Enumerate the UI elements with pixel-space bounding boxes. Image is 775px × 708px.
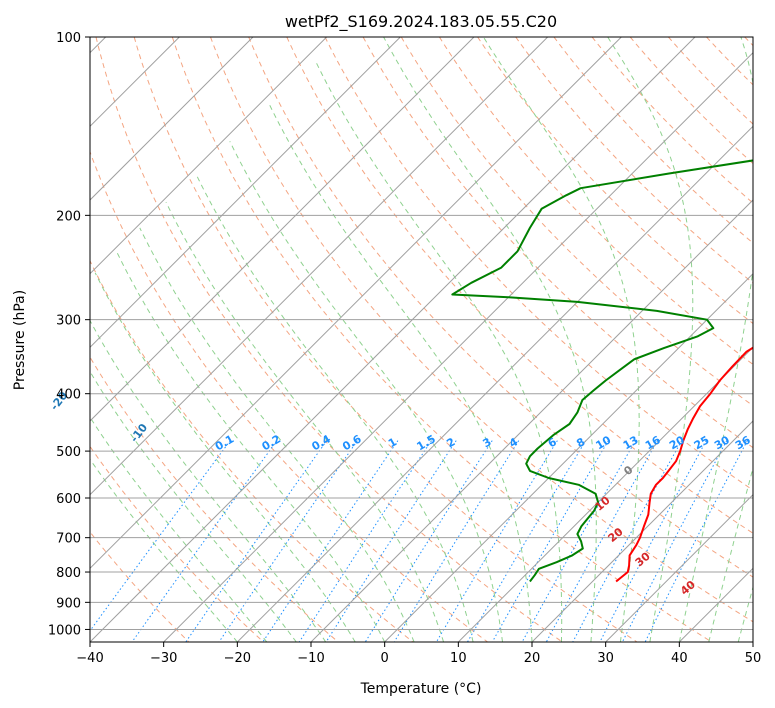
- isotherm-line: [90, 37, 549, 496]
- x-tick-label: −20: [224, 651, 251, 666]
- moist-adiabat-line: [268, 104, 533, 642]
- moist-adiabat-line: [482, 37, 640, 642]
- mixing-ratio-line: [491, 440, 609, 642]
- y-tick-label: 1000: [48, 623, 81, 638]
- dry-adiabat-line: [438, 37, 753, 366]
- y-tick-label: 100: [56, 31, 81, 46]
- mixing-ratio-line: [325, 440, 457, 642]
- mixing-ratio-line: [185, 440, 328, 642]
- moist-adiabat-line: [94, 272, 356, 642]
- dry-adiabat-line: [248, 37, 753, 578]
- y-tick-label: 900: [56, 596, 81, 611]
- isotherm-line: [90, 37, 696, 642]
- moist-adiabat-line: [315, 61, 563, 642]
- x-axis-ticks: −40 −30 −20 −10 0 10 20 30 40 50: [76, 642, 761, 666]
- isotherm-line: [236, 125, 753, 642]
- y-tick-label: 300: [56, 314, 81, 329]
- y-axis-label: Pressure (hPa): [12, 290, 28, 390]
- moist-adiabat-line: [90, 458, 238, 642]
- dewpoint-profile-line: [451, 159, 753, 583]
- mixing-ratio-line: [218, 440, 358, 642]
- x-tick-label: −10: [297, 651, 324, 666]
- mixing-ratio-line: [262, 440, 399, 642]
- plot-area: [90, 37, 753, 642]
- dry-adiabat-line: [210, 37, 753, 623]
- isotherm-line: [605, 493, 753, 642]
- y-tick-label: 400: [56, 388, 81, 403]
- mixing-ratio-line: [521, 440, 637, 642]
- series-lines: [451, 159, 753, 583]
- isotherm-line: [90, 37, 475, 422]
- mixing-ratio-line: [467, 440, 587, 642]
- moist-adiabat-line: [115, 251, 386, 642]
- moist-adiabat-line: [383, 37, 597, 642]
- dry-adiabat-line: [171, 37, 712, 642]
- y-tick-label: 800: [56, 566, 81, 581]
- dry-adiabat-line: [90, 259, 414, 642]
- isotherm-line: [90, 37, 622, 570]
- isotherm-line: [90, 37, 254, 201]
- x-tick-label: 10: [450, 651, 467, 666]
- x-axis-label: Temperature (°C): [360, 681, 482, 697]
- moist-adiabat-line: [607, 37, 694, 642]
- mixing-ratio-line: [435, 440, 558, 642]
- x-tick-label: 20: [524, 651, 541, 666]
- moist-adiabat-line: [90, 416, 268, 642]
- dry-adiabat-line: [629, 37, 753, 165]
- dry-adiabat-line: [90, 445, 264, 642]
- isotherm-line: [90, 37, 328, 275]
- plot-frame: [89, 36, 754, 643]
- isotherm-line: [310, 199, 753, 642]
- temperature-profile-line: [615, 346, 753, 583]
- grid-lines: [90, 37, 753, 642]
- x-tick-label: −40: [76, 651, 103, 666]
- dry-adiabat-line: [90, 531, 190, 642]
- y-tick-label: 700: [56, 532, 81, 547]
- background-lines: [90, 37, 753, 642]
- isotherm-line: [531, 420, 753, 642]
- dry-adiabat-line: [400, 37, 753, 407]
- mixing-ratio-line: [545, 440, 659, 642]
- dry-adiabat-line: [591, 37, 753, 204]
- dry-adiabat-line: [133, 37, 638, 642]
- mixing-ratio-line: [131, 440, 278, 642]
- dry-adiabat-line: [477, 37, 753, 325]
- y-tick-label: 600: [56, 492, 81, 507]
- dry-adiabat-line: [515, 37, 753, 284]
- moist-adiabat-line: [165, 201, 445, 642]
- y-axis-ticks: 100 200 300 400 500 600 700 800 900 1000: [48, 31, 90, 638]
- mixing-ratio-line: [644, 440, 748, 642]
- y-tick-label: 200: [56, 209, 81, 224]
- isotherm-line: [163, 51, 753, 642]
- x-tick-label: 40: [671, 651, 688, 666]
- isotherm-line: [90, 37, 401, 349]
- chart-title: wetPf2_S169.2024.183.05.55.C20: [285, 12, 557, 32]
- y-tick-label: 500: [56, 445, 81, 460]
- isotherm-line: [457, 346, 753, 642]
- x-tick-label: 50: [745, 651, 762, 666]
- x-tick-label: −30: [150, 651, 177, 666]
- x-tick-label: 0: [381, 651, 389, 666]
- mixing-ratio-line: [298, 440, 432, 642]
- mixing-ratio-line: [90, 440, 231, 632]
- dry-adiabat-line: [362, 37, 753, 449]
- moist-adiabat-line: [195, 173, 474, 642]
- dry-adiabat-line: [95, 37, 563, 642]
- moist-adiabat-line: [139, 227, 415, 642]
- x-tick-label: 30: [597, 651, 614, 666]
